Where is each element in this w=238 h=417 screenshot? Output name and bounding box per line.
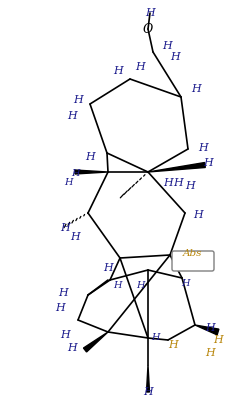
Text: H: H (73, 95, 83, 105)
Text: H: H (203, 158, 213, 168)
Text: H: H (191, 84, 201, 94)
Polygon shape (84, 332, 108, 352)
Text: H: H (67, 111, 77, 121)
Text: H: H (198, 143, 208, 153)
Text: H: H (193, 210, 203, 220)
Text: H: H (113, 281, 121, 289)
Polygon shape (148, 163, 205, 172)
Text: Abs: Abs (183, 249, 203, 259)
Text: O: O (143, 23, 153, 35)
Text: H: H (64, 178, 72, 186)
Text: H: H (190, 260, 200, 270)
Polygon shape (195, 325, 219, 335)
Text: H: H (173, 178, 183, 188)
Text: H: H (163, 178, 173, 188)
Text: H: H (71, 168, 79, 178)
Text: H: H (143, 387, 153, 397)
Text: H: H (168, 340, 178, 350)
Text: H: H (170, 52, 180, 62)
Text: H: H (136, 281, 144, 289)
Polygon shape (75, 170, 108, 174)
Text: H: H (70, 232, 80, 242)
Text: H: H (67, 343, 77, 353)
Text: H: H (205, 348, 215, 358)
Text: H: H (113, 66, 123, 76)
Text: H: H (162, 41, 172, 51)
Text: H: H (213, 335, 223, 345)
Text: H: H (181, 255, 191, 265)
Polygon shape (147, 365, 149, 392)
FancyBboxPatch shape (172, 251, 214, 271)
Text: H: H (60, 223, 70, 233)
Text: H: H (85, 152, 95, 162)
Text: H: H (60, 330, 70, 340)
Text: H: H (185, 181, 195, 191)
Text: H: H (151, 332, 159, 342)
Text: H: H (103, 263, 113, 273)
Text: H: H (135, 62, 145, 72)
Text: H: H (145, 8, 155, 18)
Text: H: H (55, 303, 65, 313)
Text: H: H (205, 323, 215, 333)
Text: H: H (58, 288, 68, 298)
Text: H: H (181, 279, 189, 287)
